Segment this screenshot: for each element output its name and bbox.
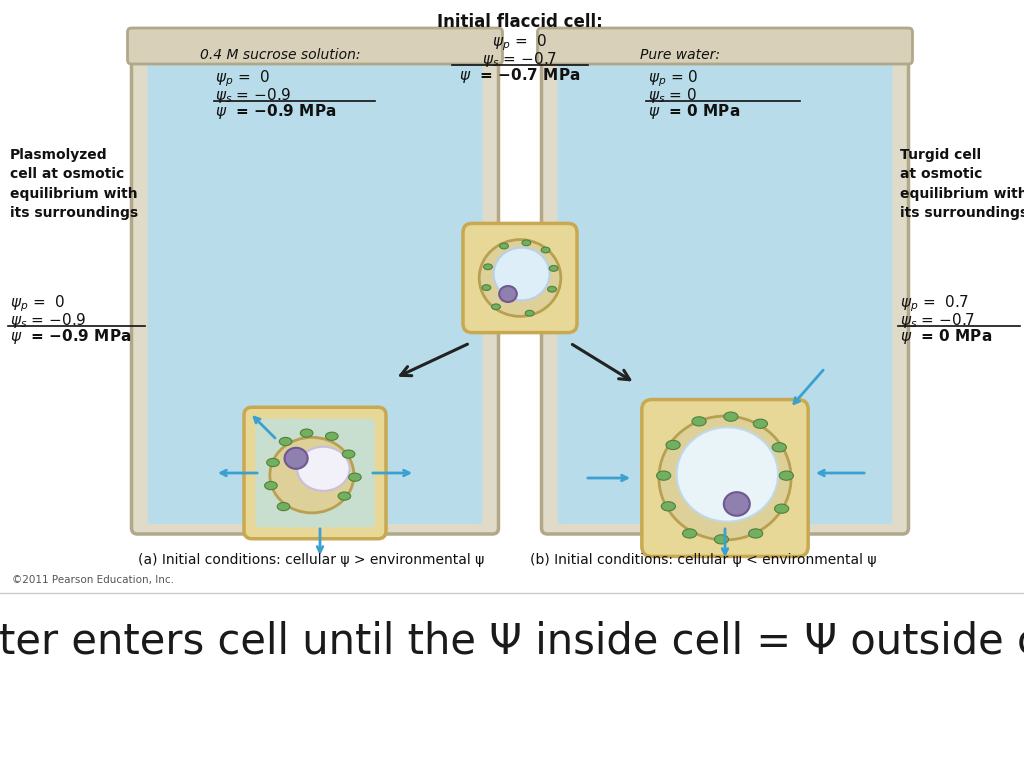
Ellipse shape (297, 447, 349, 491)
Ellipse shape (749, 529, 763, 538)
FancyBboxPatch shape (255, 419, 375, 528)
Ellipse shape (548, 286, 556, 292)
Text: $\psi$  = −0.7 MPa: $\psi$ = −0.7 MPa (460, 66, 581, 85)
FancyBboxPatch shape (147, 56, 482, 524)
Text: (b) Initial conditions: cellular ψ < environmental ψ: (b) Initial conditions: cellular ψ < env… (530, 553, 877, 567)
Ellipse shape (270, 437, 354, 513)
Ellipse shape (285, 448, 307, 468)
Text: $\psi$  = −0.9 MPa: $\psi$ = −0.9 MPa (215, 102, 336, 121)
Text: $\psi_p$ =  0: $\psi_p$ = 0 (493, 32, 548, 52)
Ellipse shape (754, 419, 767, 429)
Ellipse shape (683, 529, 696, 538)
Text: $\psi_p$ =  0: $\psi_p$ = 0 (215, 68, 270, 88)
Text: Pure water:: Pure water: (640, 48, 720, 62)
Ellipse shape (483, 264, 493, 270)
Text: $\psi$  = 0 MPa: $\psi$ = 0 MPa (648, 102, 740, 121)
Text: Turgid cell
at osmotic
equilibrium with
its surroundings: Turgid cell at osmotic equilibrium with … (900, 148, 1024, 220)
Ellipse shape (692, 417, 707, 426)
Text: $\psi_s$ = −0.7: $\psi_s$ = −0.7 (482, 50, 557, 69)
Ellipse shape (658, 416, 792, 540)
FancyBboxPatch shape (557, 56, 893, 524)
Ellipse shape (677, 427, 778, 521)
Text: Initial flaccid cell:: Initial flaccid cell: (437, 13, 603, 31)
Text: $\psi_s$ = −0.7: $\psi_s$ = −0.7 (900, 311, 975, 330)
Ellipse shape (715, 535, 728, 544)
Text: $\psi$  = 0 MPa: $\psi$ = 0 MPa (900, 327, 992, 346)
Text: $\psi_p$ =  0.7: $\psi_p$ = 0.7 (900, 293, 969, 313)
FancyBboxPatch shape (244, 407, 386, 538)
Ellipse shape (724, 412, 738, 421)
Ellipse shape (342, 450, 355, 458)
Ellipse shape (666, 440, 680, 449)
Ellipse shape (542, 247, 550, 253)
Text: $\psi_s$ = −0.9: $\psi_s$ = −0.9 (215, 86, 292, 105)
Text: $\psi$  = −0.9 MPa: $\psi$ = −0.9 MPa (10, 327, 131, 346)
Ellipse shape (266, 458, 280, 467)
Ellipse shape (338, 492, 350, 500)
Ellipse shape (482, 285, 490, 290)
Ellipse shape (500, 286, 517, 302)
Ellipse shape (525, 310, 534, 316)
Text: $\psi_p$ = 0: $\psi_p$ = 0 (648, 68, 698, 88)
FancyBboxPatch shape (463, 223, 577, 333)
Ellipse shape (264, 482, 278, 490)
Ellipse shape (500, 243, 508, 249)
Text: Plasmolyzed
cell at osmotic
equilibrium with
its surroundings: Plasmolyzed cell at osmotic equilibrium … (10, 148, 138, 220)
FancyBboxPatch shape (642, 399, 808, 557)
Ellipse shape (774, 504, 788, 513)
Ellipse shape (479, 240, 561, 316)
FancyBboxPatch shape (128, 28, 503, 64)
Ellipse shape (656, 471, 671, 480)
Ellipse shape (779, 471, 794, 480)
Text: $\psi_s$ = 0: $\psi_s$ = 0 (648, 86, 697, 105)
Ellipse shape (522, 240, 530, 246)
FancyBboxPatch shape (542, 32, 908, 534)
Text: 0.4 M sucrose solution:: 0.4 M sucrose solution: (200, 48, 360, 62)
Text: (a) Initial conditions: cellular ψ > environmental ψ: (a) Initial conditions: cellular ψ > env… (138, 553, 484, 567)
Ellipse shape (280, 438, 292, 445)
Ellipse shape (494, 247, 550, 300)
Ellipse shape (724, 492, 750, 516)
Text: ©2011 Pearson Education, Inc.: ©2011 Pearson Education, Inc. (12, 575, 174, 585)
Ellipse shape (300, 429, 313, 437)
Ellipse shape (278, 502, 290, 511)
Text: $\psi_p$ =  0: $\psi_p$ = 0 (10, 293, 66, 313)
Ellipse shape (549, 266, 558, 271)
Ellipse shape (348, 473, 361, 482)
Ellipse shape (662, 502, 676, 511)
Text: Water enters cell until the Ψ inside cell = Ψ outside cell: Water enters cell until the Ψ inside cel… (0, 620, 1024, 662)
Text: $\psi_s$ = −0.9: $\psi_s$ = −0.9 (10, 311, 86, 330)
Ellipse shape (772, 442, 786, 452)
FancyBboxPatch shape (131, 32, 499, 534)
Ellipse shape (326, 432, 338, 440)
FancyBboxPatch shape (538, 28, 912, 64)
Ellipse shape (492, 304, 501, 310)
